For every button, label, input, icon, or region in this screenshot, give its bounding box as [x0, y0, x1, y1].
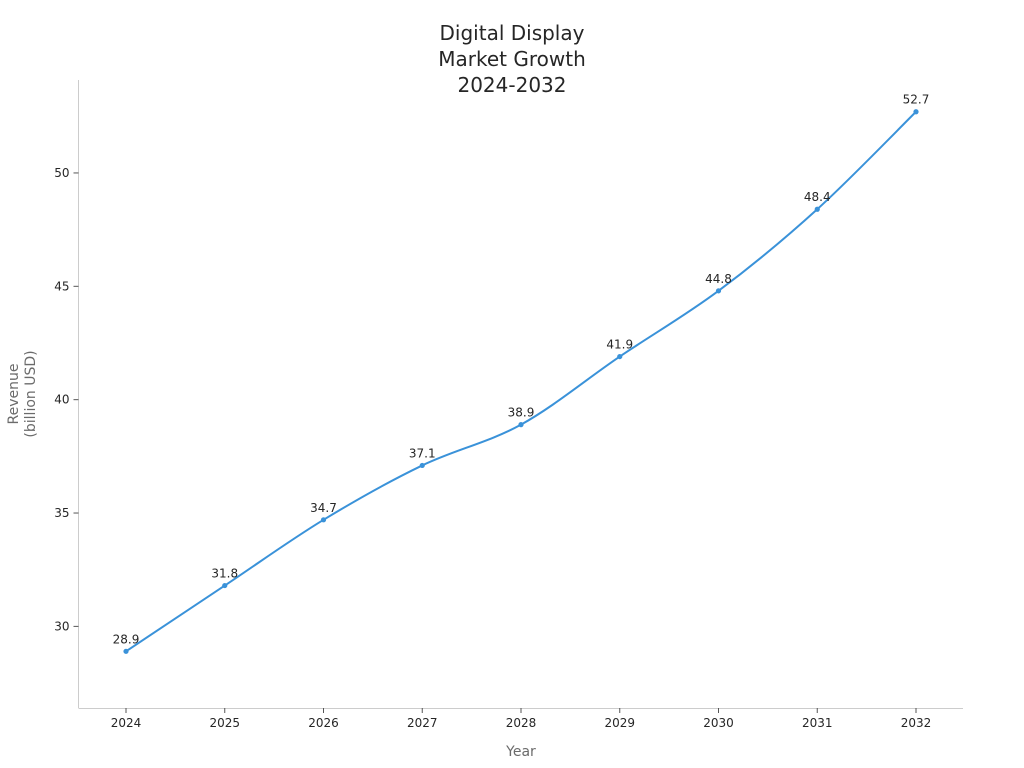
y-axis-label-line-1: Revenue: [6, 364, 22, 425]
data-point: [123, 648, 129, 654]
x-tick-label: 2032: [901, 716, 932, 730]
data-label: 31.8: [211, 567, 238, 581]
x-axis-ticks: 2024 2025 2026 2027 2028 2029 2030 2031 2032: [111, 708, 932, 730]
data-point: [222, 582, 228, 589]
data-label: 37.1: [409, 446, 436, 460]
y-tick-label: 50: [54, 166, 69, 180]
x-axis-label: Year: [505, 744, 536, 760]
x-tick-label: 2029: [604, 716, 635, 730]
chart-title: Digital Display Market Growth 2024-2032: [438, 21, 586, 97]
data-point: [814, 206, 820, 212]
series-line: [125, 111, 917, 653]
y-tick-label: 35: [54, 506, 69, 520]
data-point: [518, 422, 524, 428]
y-tick-label: 40: [54, 393, 69, 407]
x-tick-label: 2027: [407, 716, 438, 730]
data-point: [419, 462, 425, 469]
y-axis-label-line-2: (billion USD): [23, 350, 39, 437]
data-label: 44.8: [705, 272, 732, 286]
data-label: 34.7: [310, 501, 337, 515]
x-tick-label: 2024: [111, 716, 142, 730]
x-tick-label: 2025: [209, 716, 240, 730]
y-tick-label: 30: [54, 619, 69, 633]
y-axis-ticks: 30 35 40 45 50: [54, 166, 79, 633]
data-point: [913, 109, 919, 115]
data-label: 52.7: [903, 93, 930, 107]
x-tick-label: 2028: [506, 716, 537, 730]
chart-title-line-1: Digital Display: [440, 21, 585, 45]
data-label: 28.9: [113, 632, 140, 646]
x-tick-label: 2031: [802, 716, 833, 730]
data-point: [617, 353, 623, 360]
chart-title-line-2: Market Growth: [438, 47, 586, 71]
series-revenue: 28.9 31.8 34.7 37.1 38.9 41.9 44.8 48.4 52.7: [113, 93, 930, 654]
data-label: 48.4: [804, 190, 831, 204]
chart-title-line-3: 2024-2032: [457, 73, 566, 97]
data-label: 41.9: [606, 338, 633, 352]
data-point: [320, 517, 327, 523]
y-axis-label: Revenue (billion USD): [6, 350, 39, 437]
y-tick-label: 45: [54, 279, 69, 293]
x-tick-label: 2026: [308, 716, 339, 730]
x-tick-label: 2030: [703, 716, 734, 730]
data-label: 38.9: [508, 406, 535, 420]
data-point: [715, 288, 722, 294]
